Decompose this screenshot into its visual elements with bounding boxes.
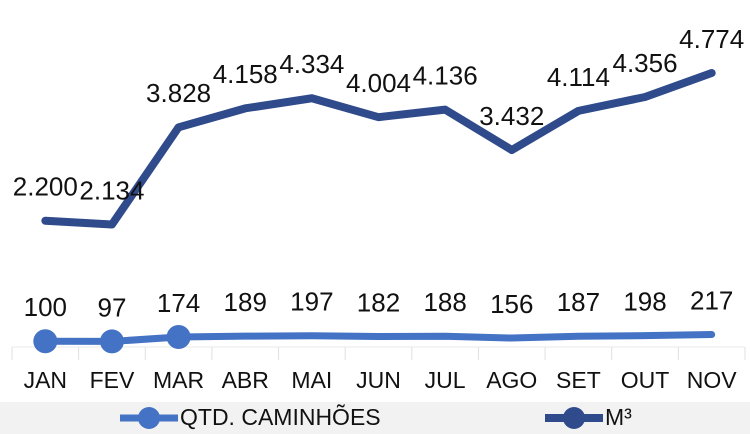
data-label: 4.114 xyxy=(547,62,610,92)
x-tick-label: FEV xyxy=(90,367,135,393)
x-tick-label: MAI xyxy=(291,367,332,393)
data-label: 2.134 xyxy=(79,175,144,205)
legend-marker xyxy=(563,407,585,429)
data-label: 4.136 xyxy=(413,60,478,90)
data-label: 189 xyxy=(224,287,267,317)
x-tick-label: JAN xyxy=(24,367,67,393)
x-tick-label: JUN xyxy=(356,367,401,393)
legend-label: M³ xyxy=(605,404,632,430)
point-marker xyxy=(166,325,191,350)
x-tick-label: NOV xyxy=(687,367,738,393)
data-label: 156 xyxy=(490,289,533,319)
data-label: 2.200 xyxy=(13,172,78,202)
data-label: 100 xyxy=(24,292,67,322)
legend-label: QTD. CAMINHÕES xyxy=(180,403,381,430)
data-label: 188 xyxy=(423,287,466,317)
data-label: 3.828 xyxy=(146,78,211,108)
data-label: 97 xyxy=(97,292,126,322)
data-label: 4.356 xyxy=(613,48,678,78)
x-tick-label: MAR xyxy=(153,367,204,393)
data-label: 217 xyxy=(690,285,733,315)
data-label: 182 xyxy=(357,287,400,317)
data-label: 174 xyxy=(157,288,200,318)
x-tick-label: OUT xyxy=(621,367,670,393)
data-label: 197 xyxy=(290,287,333,317)
legend-marker xyxy=(138,407,160,429)
data-label: 4.158 xyxy=(213,59,278,89)
data-label: 4.774 xyxy=(679,24,744,54)
series-line xyxy=(41,331,716,345)
x-tick-label: AGO xyxy=(486,367,537,393)
data-label: 4.334 xyxy=(279,49,344,79)
x-tick-label: ABR xyxy=(222,367,269,393)
point-marker xyxy=(33,329,58,354)
data-label: 3.432 xyxy=(479,101,544,131)
x-tick-label: SET xyxy=(556,367,601,393)
data-label: 198 xyxy=(623,287,666,317)
data-label: 187 xyxy=(557,287,600,317)
point-marker xyxy=(99,329,124,354)
series-line xyxy=(41,69,716,229)
data-label: 4.004 xyxy=(346,68,411,98)
x-tick-label: JUL xyxy=(425,367,466,393)
